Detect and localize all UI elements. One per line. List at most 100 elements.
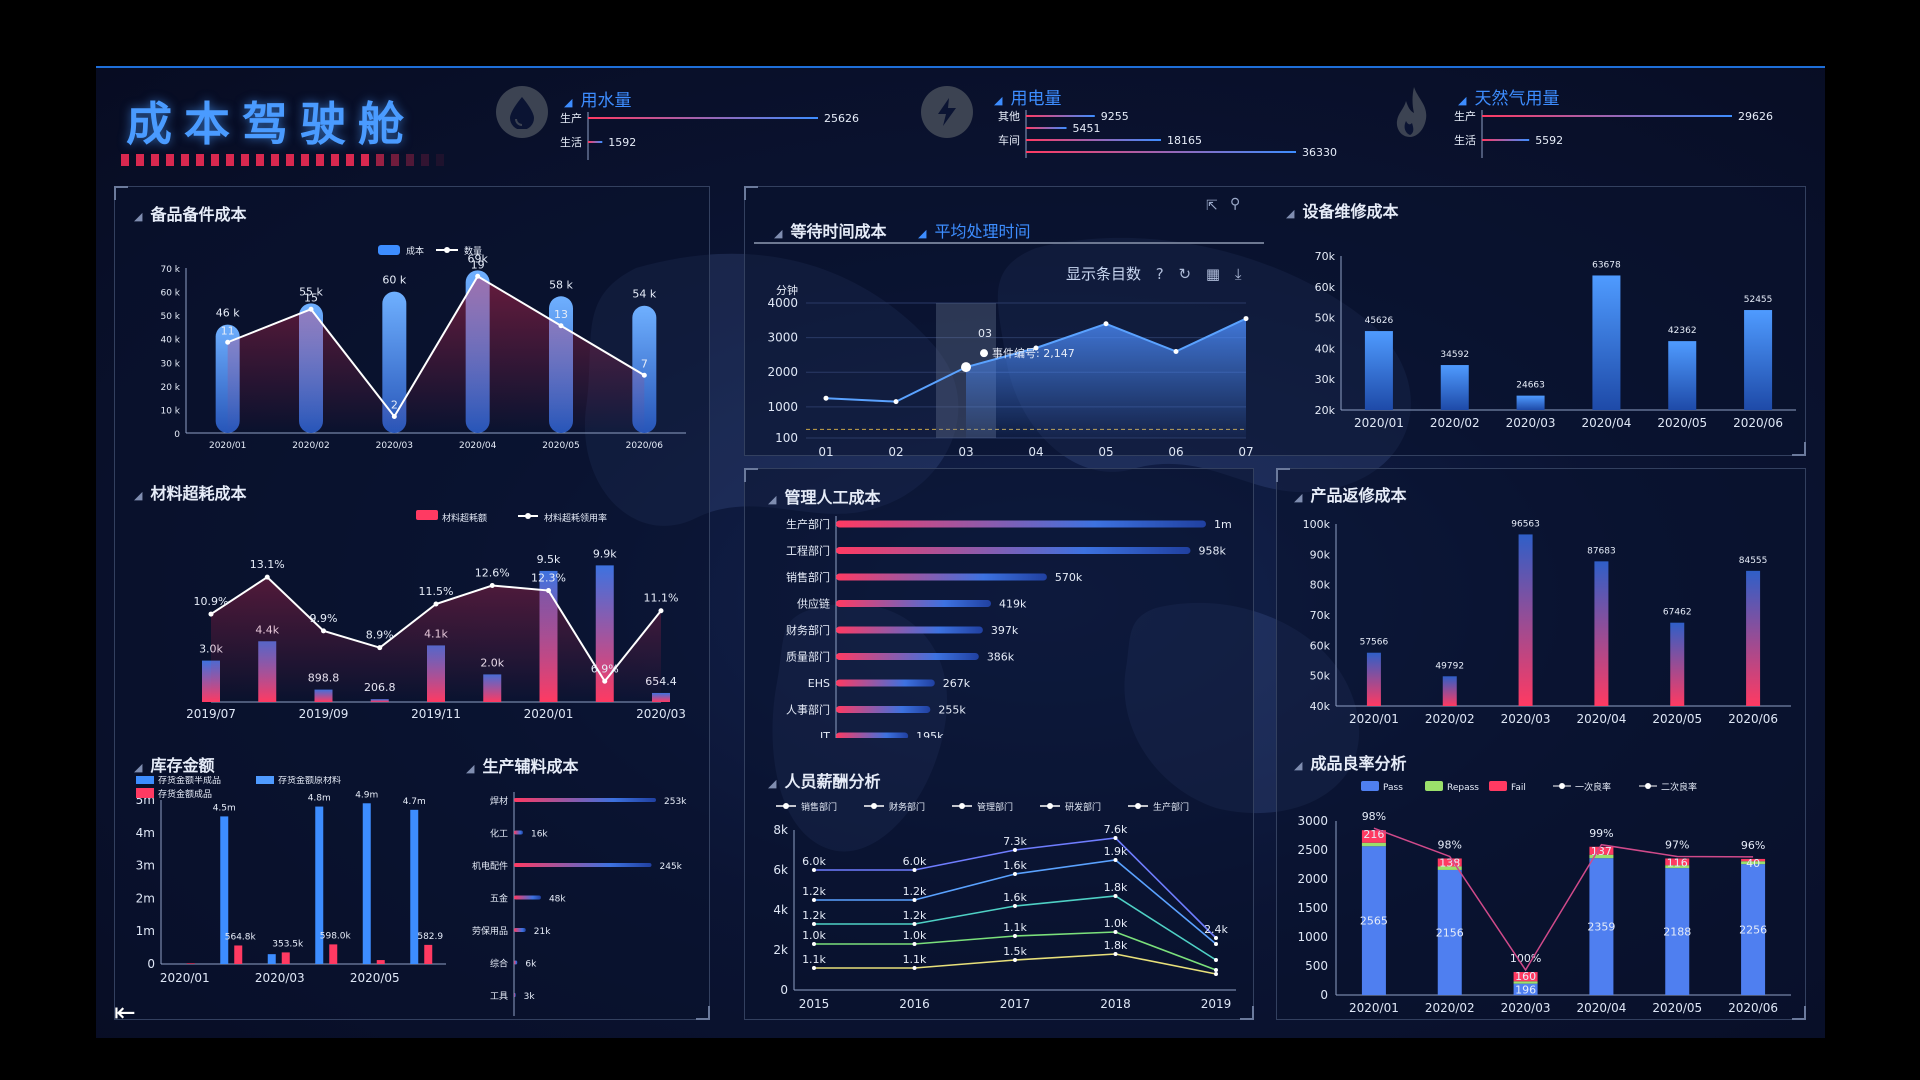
share-icon[interactable]: ⇱ [1206,198,1218,214]
x-tick: 2020/01 [1349,712,1399,726]
rate-point [546,588,551,594]
gas-usage-chart: 生产 29626 生活 5592 [1454,109,1773,158]
legend-swatch [1135,803,1141,809]
bar-label: 6k [525,960,537,970]
help-icon[interactable]: ? [1155,265,1164,283]
bar-label: 419k [999,598,1027,611]
rate-label: 6.9% [591,662,619,675]
y-tick: 30k [1315,373,1336,386]
material-overuse-title: ◢ 材料超耗成本 [134,484,247,503]
bar-label: 63678 [1592,260,1621,270]
y-tick: 10 k [160,406,180,416]
series-point [1103,321,1109,327]
series-point [1013,904,1017,908]
y-tick: 供应链 [797,597,830,611]
rate-point [658,608,664,614]
rate-label: 8.9% [366,629,394,642]
legend-label: Repass [1447,783,1479,793]
bar-label: 69k [467,252,488,265]
stack-segment [1437,866,1462,870]
point-label: 1.1k [1003,921,1027,934]
pass-label: 2188 [1663,926,1691,939]
bar [514,863,652,867]
aux-material-chart: 焊材 253k 化工 16k 机电配件 245k 五金 48k 劳保用品 21k 综合 6k 工具 3k [472,792,687,1016]
point-label: 6.0k [802,855,826,868]
point-label: 1.0k [1104,917,1128,930]
legend-swatch [444,247,450,253]
x-tick: 06 [1168,445,1183,458]
tab-wait-time[interactable]: ◢ 等待时间成本 [774,222,887,241]
y-tick: 70 k [160,265,180,275]
download-icon[interactable]: ⤓ [1234,265,1242,283]
bar-label: 255k [938,704,966,717]
y-tick: 1500 [1297,901,1328,915]
bar [836,679,935,687]
bar-label: 9.9k [593,547,617,560]
kpi-row-label: 生产 [560,111,582,125]
legend-label: Fail [1511,783,1526,793]
kpi-row-label: 其他 [998,110,1020,123]
table-icon[interactable]: ▦ [1205,265,1221,283]
stack-segment [1589,846,1614,855]
series-point [823,395,829,401]
bar-label: 582.9 [417,932,443,942]
x-tick: 2019/07 [186,707,236,721]
bar-label: 9.5k [537,553,561,566]
back-arrow-icon[interactable]: ⇤ [114,998,136,1028]
y-tick: 60k [1315,281,1336,294]
legend-label: 存货金额半成品 [158,776,221,786]
bar-label: 84555 [1739,556,1768,566]
y-tick: 0 [1320,988,1328,1002]
y-tick: 8k [773,823,788,837]
tab-avg-handle-time[interactable]: ◢ 平均处理时间 [918,222,1031,241]
y-tick: 生产部门 [786,517,830,531]
flame-icon [1386,86,1438,138]
labor-cost-chart: 生产部门 1m 工程部门 958k 销售部门 570k 供应链 419k 财务部门 397k 质量部… [786,516,1232,738]
legend-swatch [136,776,154,784]
legend-label: 成本 [406,245,424,257]
legend-swatch [256,776,274,784]
bar-label: 24663 [1516,381,1545,391]
tooltip-text: 事件编号: 2,147 [992,346,1075,360]
bar-semi [267,954,276,964]
stack-segment [1741,864,1766,995]
kpi-value: 29626 [1738,110,1773,123]
legend-swatch [1489,781,1507,791]
legend-swatch [136,788,154,798]
y-tick: 500 [1305,959,1328,973]
bar-label: 245k [660,862,683,872]
gas-usage-title: ◢ 天然气用量 [1458,89,1560,109]
bar-semi [315,806,324,964]
legend-label: Pass [1383,783,1403,793]
middle-panel [744,468,1254,1020]
filter-icon[interactable]: ⚲ [1230,196,1241,212]
y-tick: 3000 [767,331,798,345]
bar [1592,275,1621,410]
x-tick: 2020/05 [350,971,400,985]
y-tick: 3000 [1297,814,1328,828]
material-overuse-chart: 3.0k4.4k898.8206.84.1k2.0k9.5k9.9k654.41… [186,510,686,721]
y-tick: 人事部门 [786,703,830,717]
kpi-row-label: 生产 [1454,109,1476,123]
kpi-row-label: 生活 [560,135,582,149]
point-label: 7.3k [1003,835,1027,848]
bar-finished [424,944,433,964]
bar-finished [186,963,195,964]
y-tick: 工程部门 [786,544,830,558]
legend-label: 财务部门 [889,801,925,813]
y-tick: 30 k [160,359,180,369]
yield-label: 98% [1362,810,1386,823]
chart-toolbar: 显示条目数 ? ↻ ▦ ⤓ [1066,263,1242,284]
x-tick: 2020/05 [1652,1001,1702,1015]
bar-label: 54 k [632,288,656,301]
x-tick: 2020/01 [160,971,210,985]
refresh-icon[interactable]: ↻ [1178,265,1192,283]
rework-cost-chart: 40k 50k 60k 70k 80k 90k 100k 57566 2020/01 49792 2… [1303,518,1791,726]
title-decoration-bar [121,154,481,166]
fail-label: 216 [1363,828,1384,841]
y-tick: 销售部门 [786,570,830,584]
pass-label: 196 [1515,983,1536,996]
series-point [1113,894,1118,898]
series-point [1013,958,1017,962]
stack-segment [1437,858,1462,867]
